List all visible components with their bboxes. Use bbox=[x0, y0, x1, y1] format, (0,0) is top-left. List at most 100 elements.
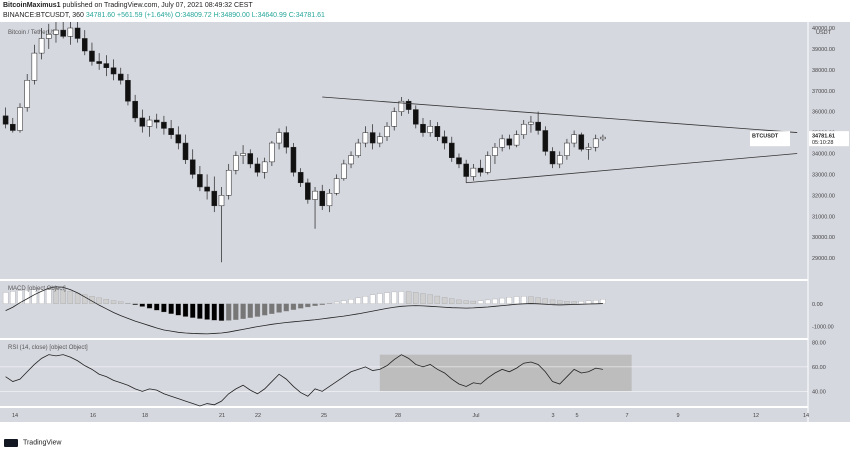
macd-histogram-bar bbox=[384, 292, 390, 304]
macd-panel bbox=[0, 281, 808, 338]
high-value: H:34890.00 bbox=[213, 12, 250, 19]
time-tick-label: 21 bbox=[219, 413, 225, 419]
candle-body bbox=[326, 192, 333, 207]
price-tick-label: 39000.00 bbox=[812, 47, 835, 53]
current-price: 34781.60 bbox=[85, 12, 116, 19]
candle-body bbox=[513, 134, 520, 146]
candle-body bbox=[139, 117, 146, 127]
macd-histogram-bar bbox=[535, 297, 541, 304]
candle-body bbox=[67, 27, 74, 37]
macd-histogram-bar bbox=[269, 303, 275, 314]
macd-histogram-bar bbox=[125, 302, 131, 304]
macd-histogram-bar bbox=[600, 299, 606, 304]
candle-body bbox=[600, 136, 606, 140]
candle-body bbox=[312, 190, 318, 200]
macd-histogram-bar bbox=[405, 291, 412, 304]
macd-histogram-bar bbox=[326, 303, 333, 304]
candle-body bbox=[456, 157, 462, 165]
candle-body bbox=[283, 132, 290, 148]
candle-body bbox=[261, 161, 268, 173]
last-price-box bbox=[809, 131, 849, 147]
macd-histogram-bar bbox=[211, 303, 217, 321]
candle-body bbox=[240, 153, 246, 156]
author-name[interactable]: BitcoinMaximus1 bbox=[3, 2, 61, 9]
candle-body bbox=[362, 132, 369, 144]
macd-histogram-bar bbox=[218, 303, 225, 321]
chart-canvas[interactable]: 29000.00 30000.00 31000.00 32000.00 33000.00… bbox=[0, 22, 850, 436]
tradingview-logo[interactable]: TradingView bbox=[4, 439, 61, 447]
candle-body bbox=[564, 142, 570, 156]
macd-histogram-bar bbox=[38, 289, 45, 304]
macd-histogram-bar bbox=[521, 296, 527, 304]
candle-body bbox=[24, 80, 30, 108]
candle-body bbox=[449, 142, 455, 158]
macd-histogram-bar bbox=[297, 303, 304, 309]
candle-body bbox=[17, 107, 23, 131]
candle-body bbox=[405, 100, 412, 110]
macd-histogram-bar bbox=[485, 299, 491, 304]
candle-body bbox=[161, 121, 167, 129]
lower-trendline bbox=[466, 153, 798, 184]
publish-line: BitcoinMaximus1 published on TradingView… bbox=[3, 2, 253, 9]
price-tick-label: 32000.00 bbox=[812, 193, 835, 199]
macd-title: MACD [object Object] bbox=[8, 286, 66, 292]
last-price-label: 34781.61 bbox=[812, 134, 835, 140]
candle-body bbox=[197, 174, 203, 188]
candle-body bbox=[2, 115, 9, 125]
candle-body bbox=[463, 163, 469, 177]
candle-body bbox=[211, 190, 218, 207]
candle-body bbox=[225, 169, 232, 196]
candle-body bbox=[413, 109, 419, 125]
candle-body bbox=[96, 61, 102, 64]
time-tick-label: 3 bbox=[551, 413, 554, 419]
candle-body bbox=[269, 142, 275, 163]
macd-tick-label: 0.00 bbox=[812, 302, 823, 308]
candle-body bbox=[355, 142, 361, 156]
candle-body bbox=[182, 142, 189, 161]
price-tick-label: 40000.00 bbox=[812, 26, 835, 32]
macd-histogram-bar bbox=[441, 297, 448, 304]
candle-body bbox=[31, 52, 38, 81]
time-tick-label: Jul bbox=[472, 413, 479, 419]
macd-histogram-bar bbox=[197, 303, 203, 319]
candle-body bbox=[146, 119, 153, 127]
macd-histogram-bar bbox=[456, 299, 462, 304]
price-axis bbox=[808, 22, 850, 422]
macd-histogram-bar bbox=[2, 292, 9, 304]
candle-body bbox=[319, 190, 326, 207]
macd-histogram-bar bbox=[391, 291, 397, 304]
candle-body bbox=[333, 178, 340, 194]
candle-body bbox=[81, 38, 88, 52]
candle-body bbox=[153, 119, 160, 123]
price-axis-unit: USDT bbox=[816, 30, 832, 36]
candle-body bbox=[434, 126, 441, 138]
macd-histogram-bar bbox=[103, 299, 110, 304]
candle-body bbox=[369, 132, 376, 144]
chart-header: BitcoinMaximus1 published on TradingView… bbox=[0, 0, 850, 22]
macd-histogram-bar bbox=[420, 293, 426, 304]
macd-histogram-bar bbox=[557, 300, 563, 304]
candle-body bbox=[38, 38, 45, 54]
candle-body bbox=[484, 155, 491, 173]
candle-body bbox=[46, 34, 52, 39]
macd-histogram-bar bbox=[182, 303, 189, 317]
time-tick-label: 5 bbox=[575, 413, 578, 419]
macd-histogram-bar bbox=[204, 303, 210, 320]
macd-histogram-bar bbox=[53, 288, 59, 304]
macd-histogram-bar bbox=[319, 303, 325, 305]
macd-histogram-bar bbox=[571, 301, 577, 304]
tradingview-brand: TradingView bbox=[22, 439, 62, 447]
candle-body bbox=[427, 126, 433, 133]
time-tick-label: 22 bbox=[255, 413, 261, 419]
macd-histogram-bar bbox=[341, 300, 347, 304]
candle-body bbox=[60, 29, 66, 37]
macd-histogram-bar bbox=[10, 291, 16, 304]
macd-histogram-bar bbox=[377, 293, 383, 304]
candle-body bbox=[585, 146, 592, 150]
candle-body bbox=[247, 153, 254, 165]
candle-body bbox=[578, 134, 585, 150]
low-value: L:34640.99 bbox=[251, 12, 287, 19]
candle-body bbox=[420, 123, 426, 133]
macd-histogram-bar bbox=[398, 291, 405, 304]
candle-body bbox=[103, 63, 110, 68]
